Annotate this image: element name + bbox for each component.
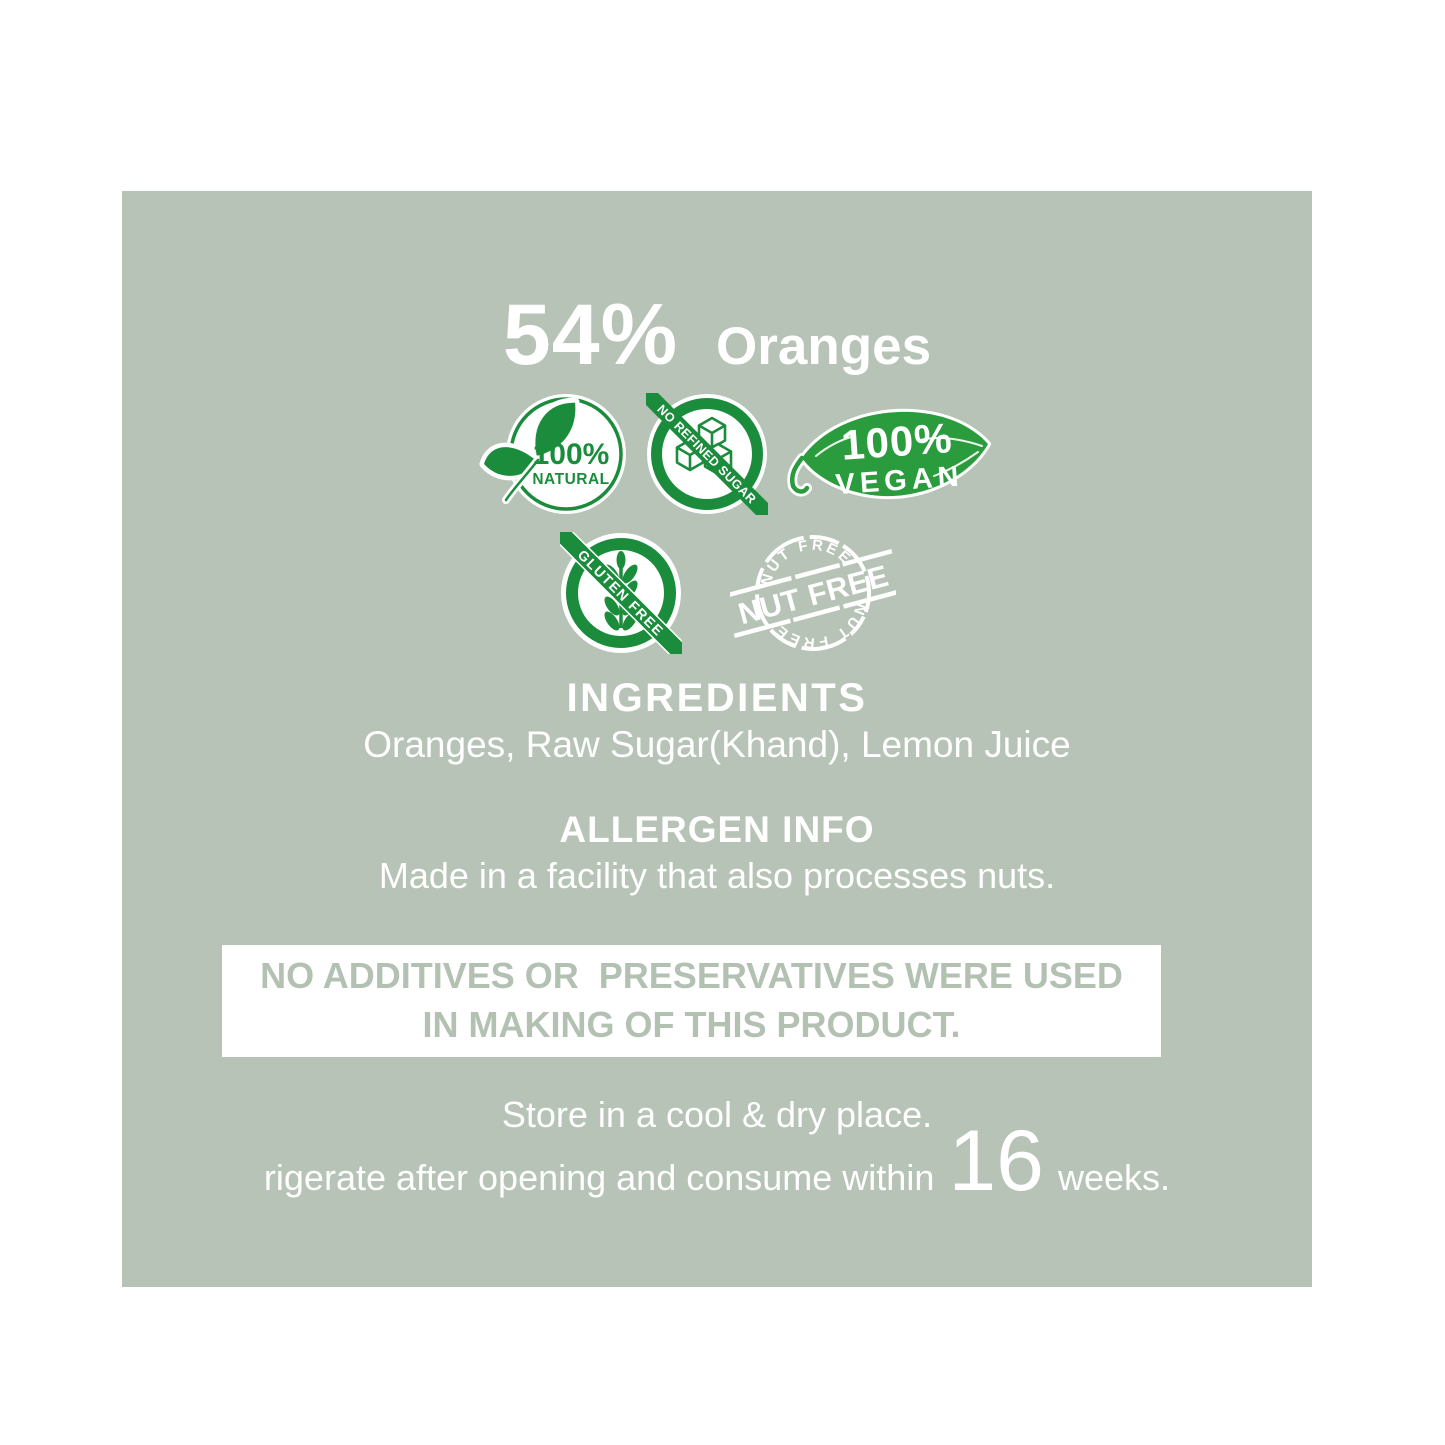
product-name: Oranges <box>716 317 932 376</box>
weeks-value: 16 <box>948 1113 1045 1209</box>
allergen-text: Made in a facility that also processes n… <box>378 855 1056 896</box>
ingredients-heading: INGREDIENTS <box>566 676 868 720</box>
gluten-free-badge-icon: GLUTEN FREE <box>560 532 682 654</box>
no-refined-sugar-badge-icon: NO REFINED SUGAR <box>645 393 768 515</box>
notice-line-2: IN MAKING OF THIS PRODUCT. <box>422 1004 961 1045</box>
percent-value: 54% <box>502 287 679 383</box>
storage-line-2: rigerate after opening and consume withi… <box>122 1118 1312 1204</box>
ingredients-list: Oranges, Raw Sugar(Khand), Lemon Juice <box>363 724 1071 765</box>
natural-badge-label: NATURAL <box>532 471 609 488</box>
consume-prefix: rigerate after opening and consume withi… <box>263 1157 935 1198</box>
notice-line-1: NO ADDITIVES OR PRESERVATIVES WERE USED <box>260 955 1123 997</box>
product-heading: 54% Oranges <box>122 286 1312 385</box>
badge-row-bottom: GLUTEN FREE NUT FREE NUT FREE <box>133 518 1323 668</box>
natural-badge-icon: 100% NATURAL <box>479 394 626 514</box>
natural-badge-percent: 100% <box>532 438 609 471</box>
nut-free-badge-icon: NUT FREE NUT FREE NUT FREE <box>730 525 896 663</box>
vegan-badge-icon: 100% VEGAN <box>786 408 991 501</box>
badge-row-top: 100% NATURAL NO REFINED SUGAR <box>144 390 1334 518</box>
label-panel: 54% Oranges 100% NATURAL <box>122 191 1312 1287</box>
allergen-heading: ALLERGEN INFO <box>559 809 875 850</box>
no-additives-notice-box: NO ADDITIVES OR PRESERVATIVES WERE USED … <box>222 945 1161 1057</box>
vegan-badge-percent: 100% <box>839 414 953 469</box>
storage-line-1: Store in a cool & dry place. <box>501 1094 933 1135</box>
consume-suffix: weeks. <box>1058 1157 1171 1198</box>
